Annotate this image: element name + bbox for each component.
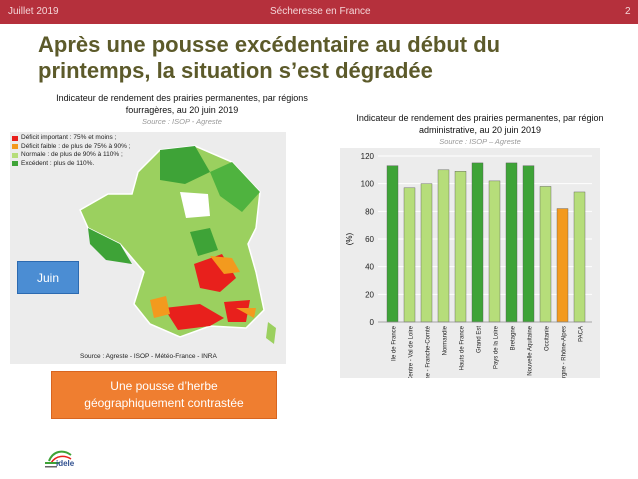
x-tick-label: Nouvelle Aquitaine [528, 325, 534, 375]
bar [556, 208, 569, 323]
y-tick-label: 0 [370, 318, 375, 327]
x-tick-label: Occitanie [545, 325, 551, 351]
legend-label: Excédent : plus de 110%. [21, 159, 95, 167]
x-tick-label: Bretagne [511, 325, 517, 350]
x-tick-label: Centre - Val de Loire [409, 325, 415, 378]
legend-label: Déficit important : 75% et moins ; [21, 134, 117, 141]
map-caption: Indicateur de rendement des prairies per… [56, 93, 308, 115]
legend-item-deficit-faible: Déficit faible : de plus de 75% à 90% ; [12, 143, 130, 152]
y-axis-label: (%) [345, 232, 354, 245]
x-tick-label: Ile de France [392, 325, 398, 361]
map-caption-source: Source : ISOP - Agreste [142, 117, 222, 126]
bar [539, 186, 552, 323]
y-tick-label: 120 [361, 152, 375, 161]
bar [386, 165, 399, 323]
legend-item-excedent: Excédent : plus de 110%. [12, 160, 130, 169]
legend-swatch [12, 135, 18, 141]
legend-swatch [12, 144, 18, 150]
idele-logo-text: idele [56, 459, 75, 468]
slide-header-bar: Juillet 2019 Sécheresse en France 2 [0, 0, 638, 24]
header-page-number: 2 [625, 6, 631, 17]
chart-caption-block: Indicateur de rendement des prairies per… [335, 112, 625, 148]
idele-logo [45, 450, 72, 468]
summary-badge-line-1: Une pousse d’herbe [110, 379, 218, 393]
bar [522, 165, 535, 323]
legend-label: Normale : de plus de 90% à 110% ; [21, 151, 123, 158]
header-topic: Sécheresse en France [270, 6, 371, 17]
chart-background [340, 148, 600, 378]
bar [488, 180, 501, 323]
france-map-image [79, 145, 276, 344]
header-date: Juillet 2019 [8, 6, 59, 17]
bar [420, 183, 433, 323]
france-map-panel: Déficit important : 75% et moins ; Défic… [10, 132, 286, 364]
y-tick-label: 40 [365, 263, 374, 272]
summary-badge: Une pousse d’herbe géographiquement cont… [51, 371, 277, 419]
y-tick-label: 80 [365, 207, 374, 216]
bar [505, 162, 518, 323]
x-tick-label: Grand Est [477, 326, 483, 353]
map-source: Source : Agreste - ISOP - Météo-France -… [80, 353, 217, 360]
bar [573, 191, 586, 323]
month-badge: Juin [17, 261, 79, 294]
slide-title: Après une pousse excédentaire au début d… [38, 32, 501, 83]
legend-swatch [12, 152, 18, 158]
legend-item-normale: Normale : de plus de 90% à 110% ; [12, 151, 130, 160]
chart-caption-source: Source : ISOP – Agreste [439, 137, 521, 146]
x-tick-label: PACA [579, 326, 585, 342]
regional-yield-bar-chart: 0 20 40 60 80 100 120 (%) Ile de France Centre - … [340, 148, 600, 378]
bar [471, 162, 484, 323]
bar [454, 171, 467, 323]
x-tick-label: Hauts de France [460, 325, 466, 370]
x-tick-label: Pays de la Loire [494, 325, 500, 369]
summary-badge-line-2: géographiquement contrastée [84, 396, 244, 410]
map-caption-block: Indicateur de rendement des prairies per… [32, 92, 332, 128]
bar [403, 187, 416, 323]
map-legend: Déficit important : 75% et moins ; Défic… [12, 134, 130, 168]
y-tick-label: 60 [365, 235, 374, 244]
x-tick-label: Normandie [443, 325, 449, 355]
legend-item-deficit-important: Déficit important : 75% et moins ; [12, 134, 130, 143]
y-tick-label: 20 [365, 290, 374, 299]
legend-swatch [12, 161, 18, 167]
x-tick-label: Bourgogne - Franche-Comté [426, 325, 432, 378]
legend-label: Déficit faible : de plus de 75% à 90% ; [21, 142, 131, 150]
chart-caption: Indicateur de rendement des prairies per… [356, 113, 604, 135]
bar [437, 169, 450, 323]
y-tick-label: 100 [361, 180, 375, 189]
x-tick-label: Auvergne - Rhône-Alpes [562, 326, 568, 378]
